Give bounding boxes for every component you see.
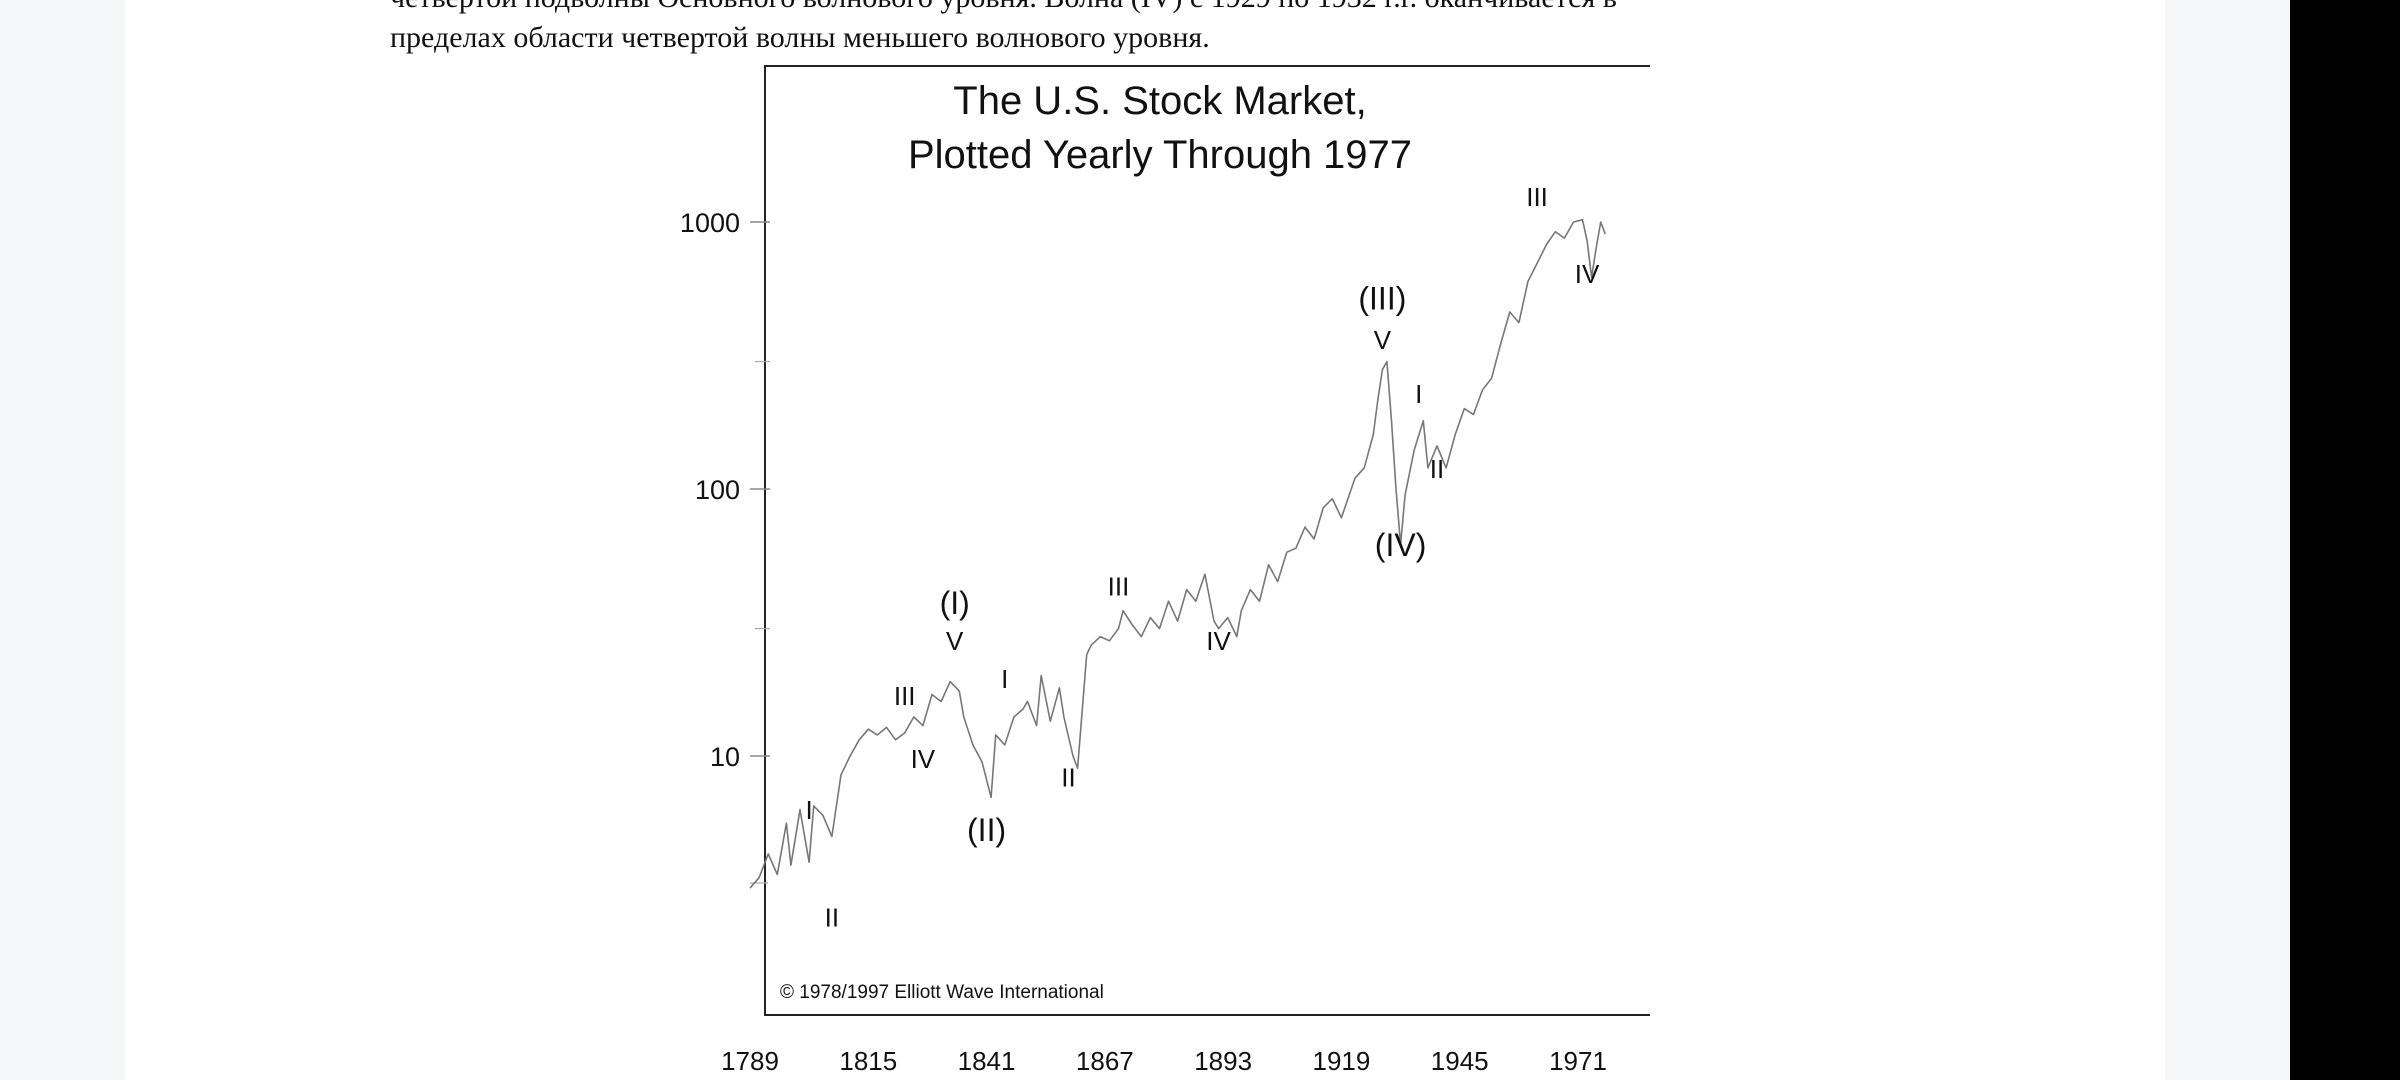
body-text-line-1: четвертой подволны Основного волнового у…	[390, 0, 1617, 16]
copyright-note: © 1978/1997 Elliott Wave International	[780, 982, 1104, 1003]
x-tick-label: 1789	[721, 1046, 779, 1076]
wave-label: (II)	[967, 812, 1006, 848]
wave-label: II	[825, 902, 839, 932]
plot-frame	[764, 65, 1650, 1016]
x-tick-label: 1945	[1431, 1046, 1489, 1076]
wave-label: V	[1374, 325, 1392, 355]
document-page	[125, 0, 2165, 1080]
wave-label: II	[1061, 762, 1075, 792]
wave-label: IV	[1206, 626, 1231, 656]
wave-label: I	[806, 795, 813, 825]
x-tick-label: 1919	[1313, 1046, 1371, 1076]
chart-title-line-1: The U.S. Stock Market,	[953, 79, 1366, 123]
wave-label: V	[946, 626, 964, 656]
x-tick-label: 1841	[958, 1046, 1016, 1076]
wave-label: (I)	[940, 585, 970, 621]
wave-label: II	[1430, 454, 1444, 484]
x-tick-label: 1893	[1194, 1046, 1252, 1076]
wave-label: III	[1108, 571, 1130, 601]
stock-market-chart: The U.S. Stock Market, Plotted Yearly Thr…	[680, 65, 1650, 1076]
wave-label: III	[894, 681, 916, 711]
wave-label: (III)	[1358, 281, 1406, 317]
x-tick-label: 1815	[839, 1046, 897, 1076]
wave-label: IV	[911, 744, 936, 774]
wave-label: I	[1415, 379, 1422, 409]
wave-label: IV	[1575, 259, 1600, 289]
wave-label: III	[1526, 182, 1548, 212]
y-tick-label: 100	[695, 475, 740, 505]
chart-title-line-2: Plotted Yearly Through 1977	[908, 133, 1412, 177]
y-tick-label: 1000	[680, 208, 740, 238]
x-tick-label: 1867	[1076, 1046, 1134, 1076]
body-text-line-2: пределах области четвертой волны меньшег…	[390, 21, 1210, 54]
y-tick-label: 10	[710, 742, 740, 772]
x-tick-label: 1971	[1549, 1046, 1607, 1076]
side-black-bar	[2290, 0, 2400, 1080]
wave-label: (IV)	[1375, 527, 1427, 563]
wave-label: I	[1001, 664, 1008, 694]
stock-index-series-line	[749, 218, 1607, 889]
